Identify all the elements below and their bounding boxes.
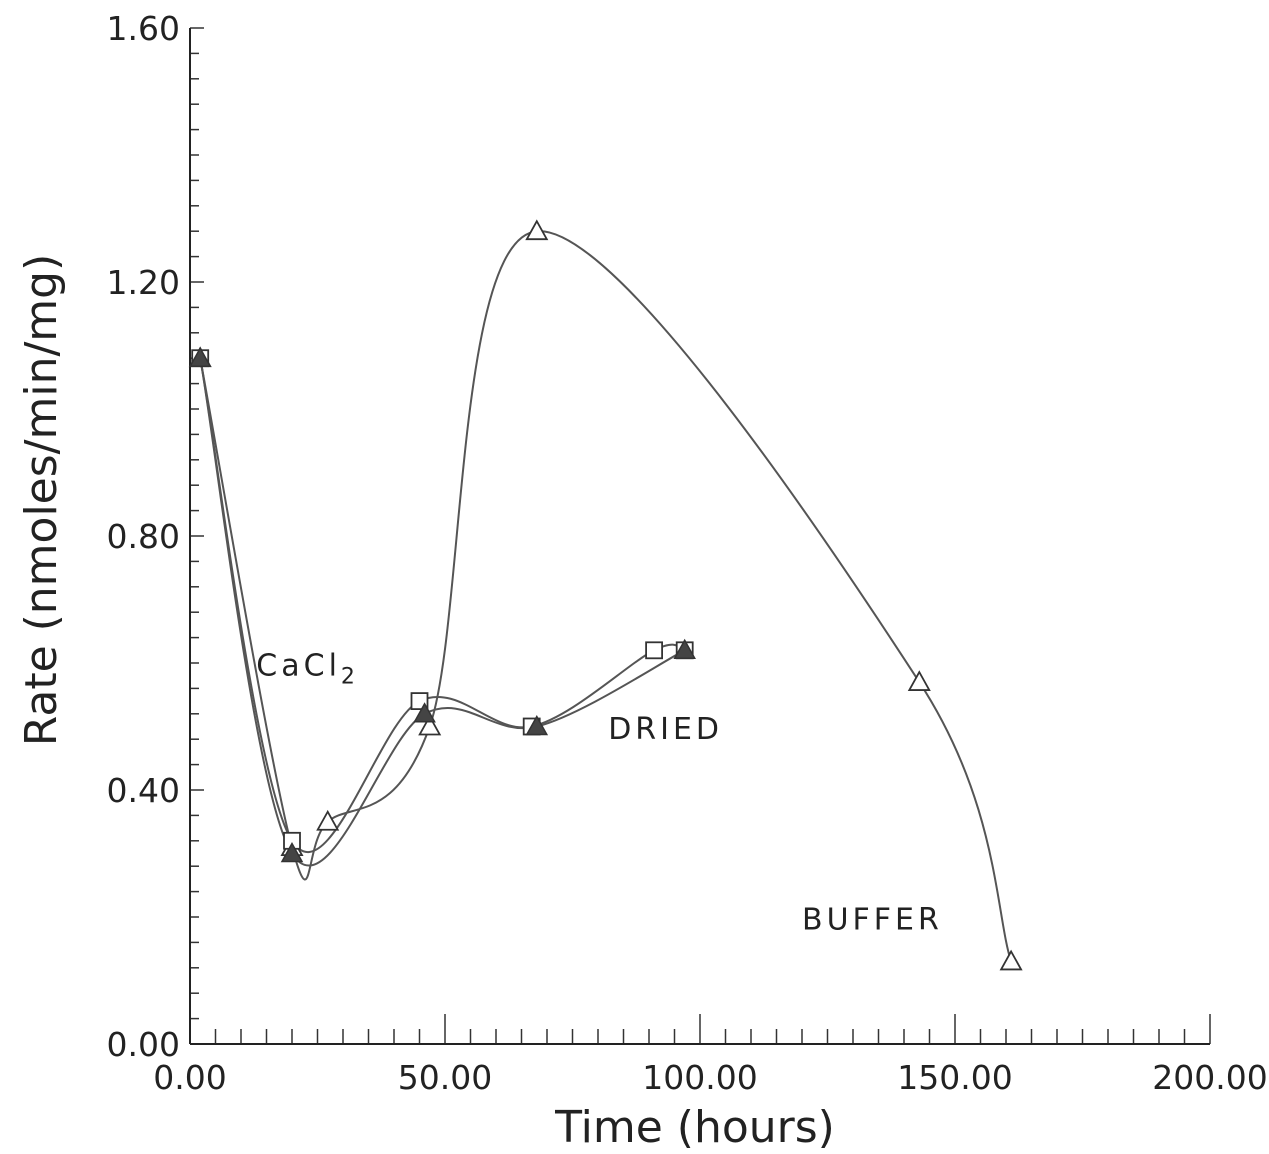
- minor-ticks: [189, 27, 1211, 1045]
- x-tick-label: 50.00: [398, 1058, 492, 1097]
- annotation-buffer: BUFFER: [802, 903, 943, 938]
- annotation-cacl: CaCl2: [256, 649, 359, 690]
- series-line-3: [199, 358, 686, 867]
- data-point-triangle-filled: [525, 714, 549, 736]
- x-tick-label: 150.00: [897, 1058, 1012, 1097]
- data-point-triangle: [525, 219, 549, 241]
- series-lines: [199, 230, 1013, 962]
- x-axis-label: Time (hours): [554, 1102, 835, 1153]
- y-tick-label: 0.40: [107, 771, 180, 810]
- annotations: CaCl2 DRIED BUFFER: [256, 649, 943, 938]
- y-axis-label: Rate (nmoles/min/mg): [16, 254, 67, 747]
- annotation-dried: DRIED: [608, 712, 723, 747]
- x-tick-label: 100.00: [642, 1058, 757, 1097]
- data-point-triangle: [316, 809, 340, 831]
- series-line-2: [199, 358, 685, 853]
- data-point-square: [645, 641, 663, 660]
- data-point-triangle-filled: [280, 841, 304, 863]
- y-tick-label: 1.20: [107, 263, 180, 302]
- data-point-triangle: [418, 714, 442, 736]
- data-point-triangle: [907, 670, 931, 691]
- series-line-1: [199, 230, 1013, 962]
- y-tick-label: 0.80: [107, 517, 180, 556]
- x-tick-label: 200.00: [1152, 1058, 1267, 1097]
- y-tick-label: 0.00: [107, 1025, 180, 1064]
- data-point-triangle-filled: [413, 702, 436, 723]
- data-markers: [188, 219, 1023, 971]
- data-point-triangle: [999, 949, 1023, 971]
- x-tick-labels: 0.00 50.00 100.00 150.00 200.00: [153, 1058, 1267, 1097]
- data-point-triangle-filled: [673, 638, 696, 660]
- y-tick-labels: 0.00 0.40 0.80 1.20 1.60: [107, 9, 180, 1064]
- data-point-triangle-filled: [188, 346, 212, 367]
- annotation-subscript: 2: [341, 665, 359, 690]
- x-tick-label: 0.00: [153, 1058, 226, 1097]
- y-tick-label: 1.60: [107, 9, 180, 48]
